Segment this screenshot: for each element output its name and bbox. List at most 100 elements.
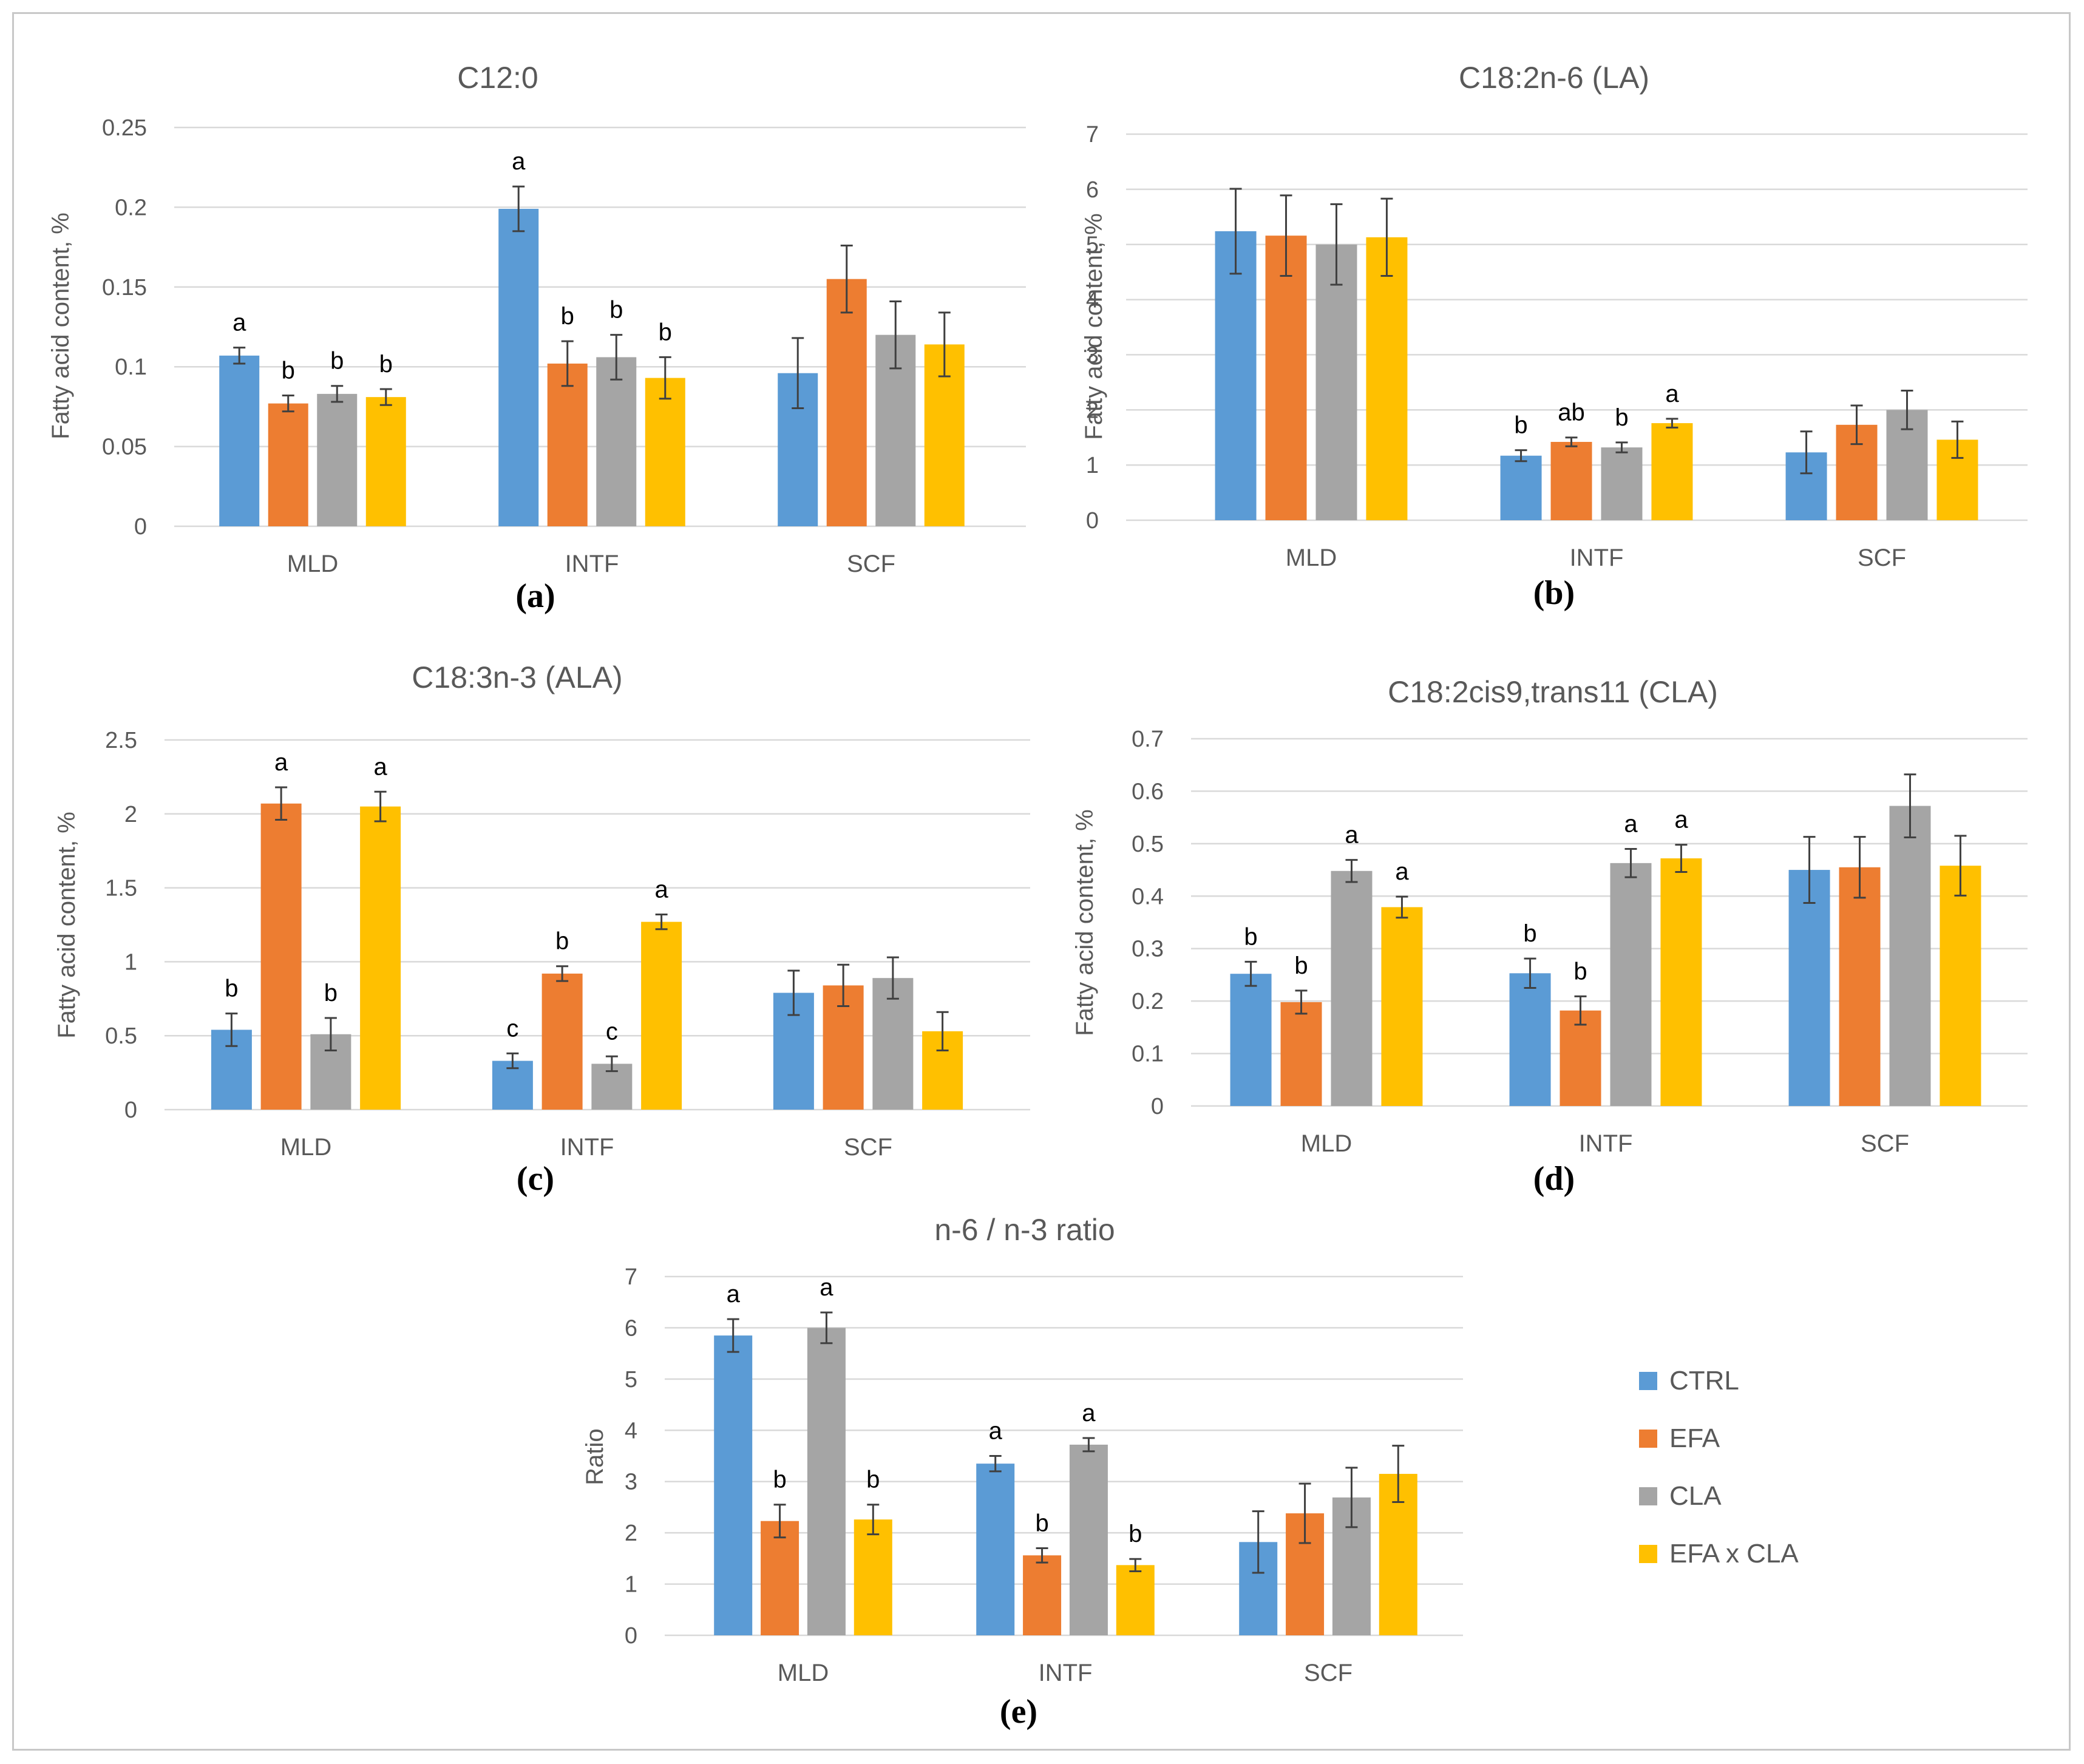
- significance-letter: b: [659, 319, 672, 345]
- legend-swatch: [1639, 1372, 1657, 1390]
- chart-panel-e: n-6 / n-3 ratio 0 1 2 3 4 5 6 7 Ratio a b a b MLD a b a b I…: [582, 1213, 1463, 1731]
- bar-efaxcla: [1366, 237, 1408, 520]
- y-tick-label: 0.5: [105, 1023, 137, 1049]
- legend-swatch: [1639, 1430, 1657, 1448]
- chart-panel-c: C18:3n-3 (ALA) 0 0.5 1 1.5 2 2.5 Fatty acid con…: [53, 660, 1030, 1198]
- chart-title: C18:2cis9,trans11 (CLA): [1388, 675, 1718, 709]
- significance-letter: a: [820, 1274, 833, 1301]
- panel-label: (d): [1533, 1160, 1575, 1198]
- chart-panel-b: C18:2n-6 (LA) 0 1 2 3 4 5 6 7 Fatty acid content,…: [1081, 61, 2028, 612]
- bar-cla: [1331, 870, 1373, 1106]
- x-category-label: INTF: [1579, 1130, 1633, 1157]
- significance-letter: b: [609, 297, 623, 324]
- legend-entry: EFA x CLA: [1669, 1539, 1799, 1569]
- legend-entry: CLA: [1669, 1481, 1722, 1511]
- bar-efaxcla: [1660, 858, 1702, 1106]
- x-category-label: INTF: [560, 1134, 614, 1161]
- y-tick-label: 3: [1086, 342, 1099, 368]
- x-category-label: MLD: [280, 1134, 331, 1161]
- significance-letter: b: [866, 1467, 880, 1493]
- legend-entry: CTRL: [1669, 1366, 1739, 1396]
- significance-letter: a: [727, 1281, 741, 1308]
- significance-letter: b: [1615, 404, 1628, 431]
- legend-swatch: [1639, 1545, 1657, 1563]
- y-tick-label: 0.6: [1132, 779, 1164, 804]
- bar-cla: [1610, 863, 1652, 1106]
- y-tick-label: 6: [1086, 177, 1099, 203]
- y-tick-label: 0.15: [102, 275, 147, 300]
- y-axis-label: Fatty acid content, %: [1081, 213, 1107, 440]
- significance-letter: b: [324, 980, 338, 1006]
- legend-entry: EFA: [1669, 1423, 1720, 1453]
- bar-efa: [1839, 867, 1881, 1106]
- bar-efaxcla: [360, 806, 401, 1110]
- significance-letter: a: [1345, 822, 1359, 849]
- bar-efa: [1560, 1010, 1601, 1106]
- y-tick-label: 0: [1151, 1094, 1164, 1119]
- x-category-label: SCF: [847, 551, 895, 577]
- y-tick-label: 7: [1086, 122, 1099, 148]
- y-tick-label: 0.2: [115, 195, 147, 220]
- significance-letter: a: [232, 310, 246, 336]
- significance-letter: ab: [1558, 399, 1585, 426]
- chart-title: n-6 / n-3 ratio: [934, 1213, 1115, 1247]
- bar-efa: [541, 973, 583, 1110]
- y-tick-label: 3: [625, 1470, 637, 1495]
- significance-letter: c: [606, 1018, 618, 1045]
- significance-letter: b: [555, 928, 569, 955]
- y-tick-label: 0: [1086, 508, 1099, 534]
- y-tick-label: 4: [625, 1418, 637, 1443]
- x-category-label: INTF: [1570, 544, 1624, 571]
- bar-efaxcla: [641, 921, 682, 1110]
- panel-label: (b): [1533, 574, 1575, 612]
- significance-letter: b: [1244, 923, 1257, 950]
- significance-letter: a: [274, 749, 288, 776]
- y-tick-label: 0.1: [1132, 1042, 1164, 1067]
- y-tick-label: 0: [134, 514, 147, 540]
- bar-cla: [1889, 806, 1931, 1106]
- y-tick-label: 2: [124, 802, 137, 827]
- bar-ctrl: [498, 209, 539, 526]
- y-axis-label: Fatty acid content, %: [53, 812, 80, 1039]
- x-category-label: SCF: [1858, 544, 1906, 571]
- y-tick-label: 0.2: [1132, 989, 1164, 1014]
- bar-efa: [1023, 1555, 1062, 1635]
- bar-efa: [268, 403, 308, 526]
- y-tick-label: 0.4: [1132, 884, 1164, 909]
- bar-cla: [1069, 1444, 1108, 1635]
- y-tick-label: 0.05: [102, 435, 147, 460]
- y-tick-label: 0.1: [115, 354, 147, 380]
- bar-efa: [1265, 236, 1307, 520]
- bar-efaxcla: [1651, 423, 1693, 520]
- y-axis-label: Fatty acid content, %: [1071, 809, 1098, 1036]
- significance-letter: a: [373, 753, 387, 780]
- bar-ctrl: [714, 1335, 753, 1635]
- bar-efa: [761, 1521, 799, 1635]
- y-tick-label: 0.25: [102, 115, 147, 141]
- significance-letter: a: [512, 148, 526, 175]
- x-category-label: SCF: [844, 1134, 892, 1161]
- y-tick-label: 0: [124, 1097, 137, 1123]
- significance-letter: b: [561, 303, 574, 330]
- panel-label: (c): [517, 1160, 554, 1198]
- y-tick-label: 6: [625, 1315, 637, 1341]
- legend-swatch: [1639, 1487, 1657, 1505]
- significance-letter: b: [773, 1467, 786, 1493]
- y-axis-label: Fatty acid content, %: [47, 212, 74, 439]
- x-category-label: SCF: [1861, 1130, 1909, 1157]
- bar-cla: [596, 357, 637, 526]
- x-category-label: MLD: [1286, 544, 1337, 571]
- bar-efa: [547, 363, 588, 526]
- chart-title: C12:0: [457, 61, 538, 95]
- x-category-label: SCF: [1304, 1660, 1353, 1686]
- significance-letter: b: [1129, 1521, 1142, 1547]
- y-tick-label: 1: [124, 949, 137, 975]
- significance-letter: b: [225, 975, 238, 1002]
- significance-letter: b: [379, 351, 393, 378]
- y-tick-label: 5: [625, 1367, 637, 1393]
- bar-ctrl: [1215, 231, 1257, 520]
- panel-label: (a): [515, 577, 555, 615]
- y-tick-label: 4: [1086, 288, 1099, 313]
- bar-ctrl: [1230, 974, 1272, 1106]
